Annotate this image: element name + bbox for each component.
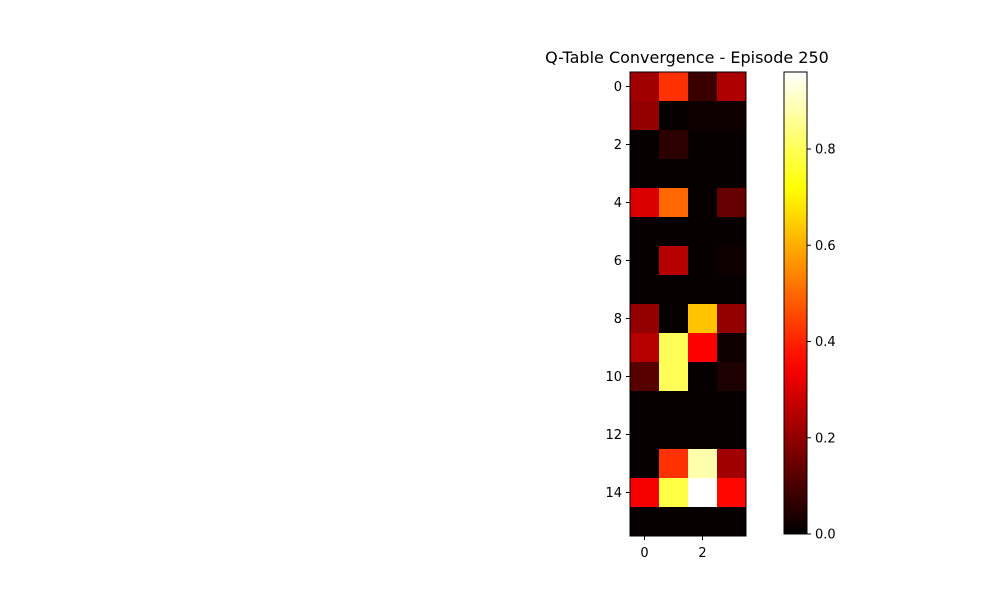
heatmap-cell <box>688 246 718 276</box>
heatmap-cell <box>717 246 747 276</box>
x-tick-label: 0 <box>640 546 648 561</box>
heatmap-cell <box>630 333 660 363</box>
heatmap-cell <box>688 72 718 102</box>
heatmap-cell <box>688 101 718 131</box>
heatmap-cell <box>717 130 747 160</box>
heatmap-cell <box>630 159 660 189</box>
heatmap-cell <box>659 333 689 363</box>
heatmap-cell <box>717 420 747 450</box>
heatmap-cell <box>688 188 718 218</box>
heatmap-cell <box>659 391 689 421</box>
heatmap-cell <box>688 304 718 334</box>
heatmap-cell <box>688 333 718 363</box>
heatmap-cell <box>688 275 718 305</box>
y-tick-label: 12 <box>605 428 622 443</box>
heatmap-cell <box>717 507 747 537</box>
x-tick-label: 2 <box>698 546 706 561</box>
heatmap-cell <box>659 449 689 479</box>
heatmap-cell <box>659 217 689 247</box>
heatmap-cell <box>688 362 718 392</box>
colorbar-tick-label: 0.8 <box>815 143 836 158</box>
colorbar-gradient <box>784 72 807 534</box>
heatmap-cell <box>688 449 718 479</box>
y-tick-label: 6 <box>614 254 622 269</box>
y-tick-label: 10 <box>605 370 622 385</box>
heatmap-cell <box>717 333 747 363</box>
heatmap-cell <box>688 478 718 508</box>
heatmap-cell <box>630 304 660 334</box>
heatmap-cell <box>659 304 689 334</box>
heatmap-cell <box>717 449 747 479</box>
chart-title: Q-Table Convergence - Episode 250 <box>545 48 829 67</box>
heatmap-cell <box>717 391 747 421</box>
heatmap-cell <box>659 478 689 508</box>
heatmap-cell <box>630 420 660 450</box>
heatmap-cell <box>659 275 689 305</box>
heatmap-cell <box>630 130 660 160</box>
colorbar: 0.0 0.2 0.4 0.6 0.8 <box>783 71 836 543</box>
heatmap-cell <box>717 478 747 508</box>
heatmap-cell <box>630 188 660 218</box>
y-tick-label: 14 <box>605 486 622 501</box>
heatmap-cell <box>630 478 660 508</box>
heatmap-cell <box>688 420 718 450</box>
heatmap-cell <box>659 130 689 160</box>
heatmap-cell <box>630 391 660 421</box>
heatmap-cell <box>688 391 718 421</box>
heatmap-cell <box>717 275 747 305</box>
heatmap-cell <box>717 188 747 218</box>
heatmap-cell <box>717 304 747 334</box>
heatmap-cell <box>688 507 718 537</box>
heatmap-cell <box>630 362 660 392</box>
heatmap-cell <box>659 507 689 537</box>
heatmap-cell <box>717 217 747 247</box>
colorbar-tick-label: 0.0 <box>815 528 836 543</box>
heatmap-axes: 0 2 4 6 8 10 12 14 0 2 <box>605 71 747 561</box>
heatmap-cell <box>659 362 689 392</box>
heatmap-cell <box>630 449 660 479</box>
y-tick-label: 0 <box>614 80 622 95</box>
heatmap-cell <box>659 420 689 450</box>
y-tick-label: 4 <box>614 196 622 211</box>
heatmap-cell <box>688 159 718 189</box>
heatmap-cell <box>659 72 689 102</box>
heatmap-cell <box>659 246 689 276</box>
heatmap-cell <box>630 72 660 102</box>
colorbar-tick-label: 0.2 <box>815 431 836 446</box>
heatmap-cell <box>717 362 747 392</box>
heatmap-cell <box>630 275 660 305</box>
y-tick-label: 8 <box>614 312 622 327</box>
heatmap-cell <box>659 188 689 218</box>
heatmap-cell <box>717 159 747 189</box>
heatmap-cell <box>630 101 660 131</box>
heatmap-cell <box>630 246 660 276</box>
heatmap-cell <box>659 101 689 131</box>
colorbar-tick-label: 0.6 <box>815 239 836 254</box>
heatmap-frame <box>629 71 747 537</box>
y-tick-label: 2 <box>614 138 622 153</box>
heatmap-cell <box>688 217 718 247</box>
heatmap-cell <box>659 159 689 189</box>
heatmap <box>630 72 747 537</box>
colorbar-frame <box>783 71 808 535</box>
heatmap-cell <box>688 130 718 160</box>
heatmap-cell <box>717 101 747 131</box>
heatmap-cell <box>630 217 660 247</box>
colorbar-tick-label: 0.4 <box>815 335 836 350</box>
heatmap-cell <box>630 507 660 537</box>
heatmap-cell <box>717 72 747 102</box>
